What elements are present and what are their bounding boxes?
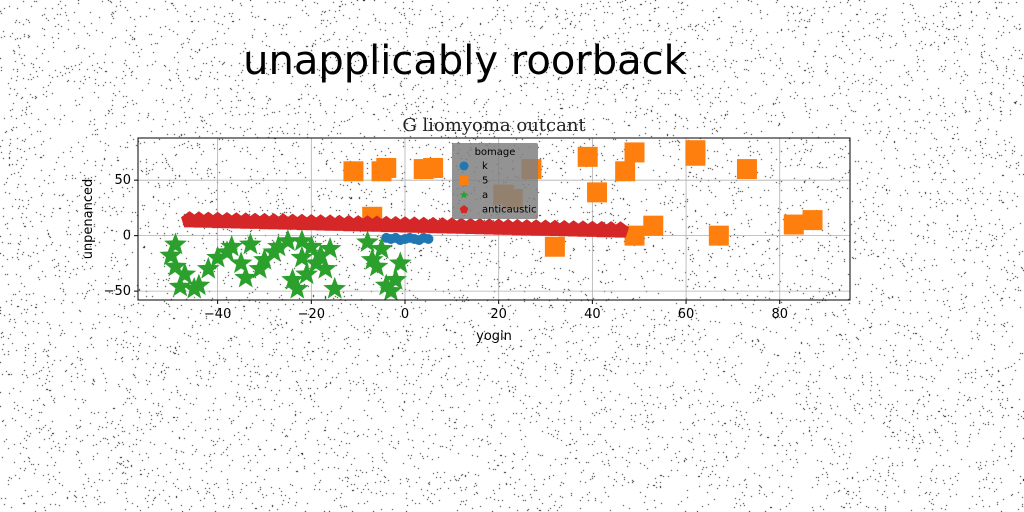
legend-marker bbox=[459, 176, 469, 185]
data-point bbox=[206, 245, 229, 268]
x-tick-label: 20 bbox=[490, 307, 507, 322]
data-point bbox=[196, 256, 220, 279]
data-point bbox=[309, 243, 333, 266]
x-tick-label: 80 bbox=[771, 307, 788, 322]
series-a bbox=[159, 229, 412, 301]
data-point bbox=[281, 268, 304, 290]
data-point bbox=[685, 145, 706, 166]
x-tick-label: 40 bbox=[584, 307, 601, 322]
data-point bbox=[234, 265, 258, 288]
legend-marker bbox=[459, 161, 469, 171]
data-point bbox=[253, 248, 276, 270]
data-point bbox=[267, 234, 290, 257]
x-tick-label: 0 bbox=[401, 307, 409, 322]
data-point bbox=[643, 215, 664, 236]
legend: bomage k 5 a anticaustic bbox=[452, 143, 538, 219]
data-point bbox=[239, 232, 262, 255]
data-point bbox=[299, 234, 323, 257]
series-k bbox=[381, 232, 434, 246]
legend-label: a bbox=[482, 190, 488, 201]
legend-item: a bbox=[459, 190, 488, 201]
legend-item: 5 bbox=[459, 176, 488, 187]
y-tick-label: −50 bbox=[104, 284, 131, 299]
data-point bbox=[220, 234, 244, 257]
legend-item: anticaustic bbox=[459, 205, 537, 216]
data-point bbox=[290, 245, 314, 268]
data-point bbox=[173, 262, 197, 285]
data-point bbox=[164, 254, 187, 277]
series-layer bbox=[159, 140, 823, 301]
data-point bbox=[323, 276, 347, 299]
data-point bbox=[384, 268, 407, 290]
data-point bbox=[736, 159, 757, 180]
data-point bbox=[374, 273, 398, 296]
data-point bbox=[318, 237, 342, 259]
data-point bbox=[388, 251, 412, 274]
data-point bbox=[360, 248, 384, 270]
x-axis-label: yogin bbox=[476, 329, 512, 344]
data-point bbox=[783, 214, 804, 235]
data-point bbox=[376, 157, 397, 178]
data-point bbox=[615, 161, 636, 182]
data-point bbox=[611, 221, 629, 238]
data-point bbox=[423, 233, 434, 244]
data-point bbox=[356, 230, 379, 252]
data-point bbox=[708, 225, 729, 246]
data-point bbox=[168, 274, 192, 297]
legend-marker bbox=[459, 190, 469, 199]
data-point bbox=[164, 232, 187, 255]
legend-items: k 5 a anticaustic bbox=[459, 161, 537, 216]
data-point bbox=[624, 142, 645, 163]
data-point bbox=[159, 243, 183, 266]
x-tick-label: −40 bbox=[204, 307, 231, 322]
data-point bbox=[587, 182, 608, 203]
data-point bbox=[229, 251, 253, 274]
legend-label: 5 bbox=[482, 176, 488, 187]
data-point bbox=[624, 225, 645, 246]
data-point bbox=[423, 157, 444, 178]
legend-label: anticaustic bbox=[482, 205, 537, 216]
series-anticaustic bbox=[181, 211, 629, 238]
data-point bbox=[290, 229, 314, 251]
legend-marker bbox=[459, 205, 469, 214]
legend-box bbox=[452, 143, 538, 219]
data-point bbox=[343, 161, 364, 182]
y-tick-label: 0 bbox=[123, 229, 131, 244]
data-point bbox=[295, 262, 318, 285]
data-point bbox=[544, 236, 565, 257]
data-point bbox=[187, 273, 211, 296]
page-title: unapplicably roorback bbox=[243, 38, 687, 84]
data-point bbox=[370, 237, 393, 259]
x-tick-label: 60 bbox=[678, 307, 695, 322]
y-axis-label: unpenanced bbox=[81, 179, 96, 260]
x-tick-label: −20 bbox=[298, 307, 325, 322]
plot-frame bbox=[137, 137, 851, 301]
legend-title: bomage bbox=[475, 147, 516, 158]
data-point bbox=[379, 279, 403, 301]
chart-title: G liomyoma outcant bbox=[402, 115, 586, 136]
data-point bbox=[802, 210, 823, 231]
y-tick-label: 50 bbox=[114, 173, 131, 188]
legend-label: k bbox=[482, 161, 488, 172]
data-point bbox=[276, 229, 300, 251]
data-point bbox=[314, 256, 337, 279]
data-point bbox=[365, 254, 389, 277]
data-point bbox=[577, 146, 598, 167]
ticks: −40 −20 0 20 40 60 80 −50 0 50 bbox=[104, 173, 788, 322]
legend-item: k bbox=[459, 161, 488, 172]
